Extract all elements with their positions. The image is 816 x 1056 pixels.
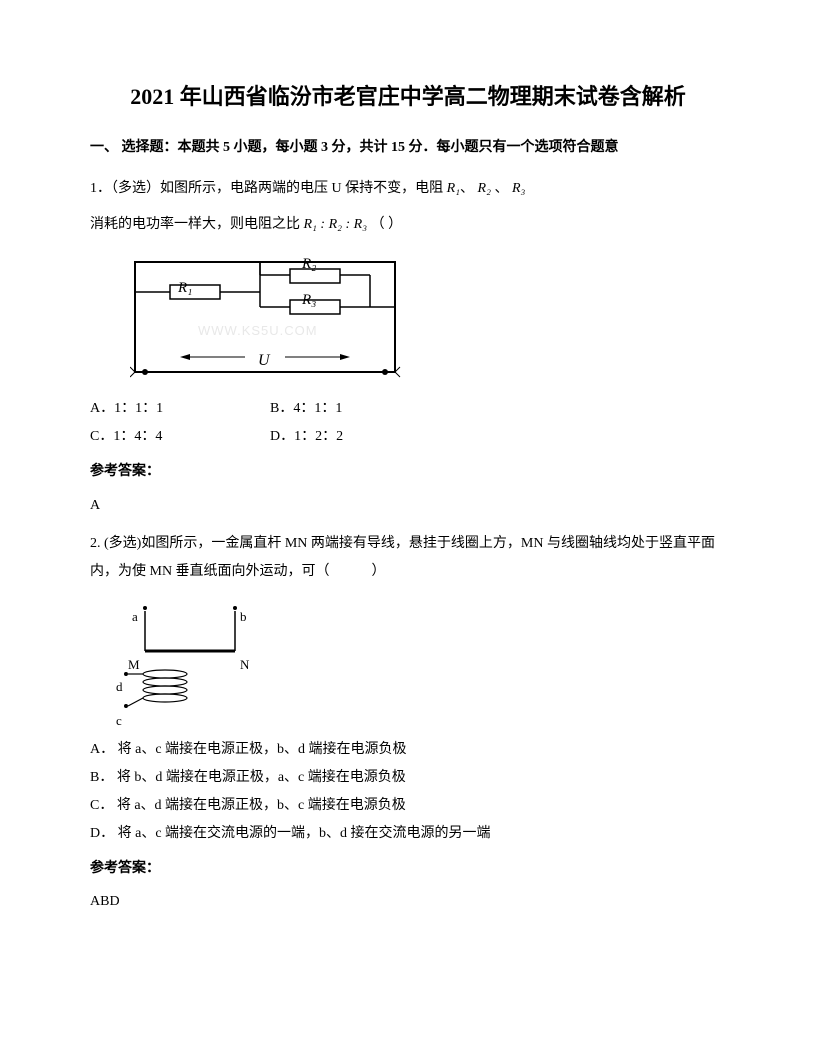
label-a: a (132, 605, 138, 628)
q1-sep1: 、 (460, 181, 474, 196)
q2-answer: ABD (90, 889, 726, 914)
q1-opt-c: C．1：4：4 (90, 423, 230, 451)
watermark: WWW.KS5U.COM (198, 319, 318, 342)
section-header: 一、 选择题：本题共 5 小题，每小题 3 分，共计 15 分．每小题只有一个选… (90, 137, 726, 159)
label-n: N (240, 653, 249, 676)
circuit-diagram: R₁ R₂ R₃ U WWW.KS5U.COM (130, 247, 410, 387)
q2-opt-c: C． 将 a、d 端接在电源正极，b、c 端接在电源负极 (90, 792, 726, 820)
q1-options: A．1：1：1 B．4：1：1 C．1：4：4 D．1：2：2 (90, 395, 726, 451)
q1-line2-suffix: （ ） (371, 217, 403, 232)
q1-opt-a: A．1：1：1 (90, 395, 230, 423)
label-c: c (116, 709, 122, 732)
label-m: M (128, 653, 140, 676)
q1-r2: R₂ (478, 181, 491, 196)
label-d: d (116, 675, 123, 698)
r2-label: R₂ (302, 251, 316, 278)
q2-opt-d: D． 将 a、c 端接在交流电源的一端，b、d 接在交流电源的另一端 (90, 820, 726, 848)
r1-label: R₁ (178, 275, 192, 302)
page-title: 2021 年山西省临汾市老官庄中学高二物理期末试卷含解析 (90, 80, 726, 113)
q1-line2-prefix: 消耗的电功率一样大，则电阻之比 (90, 217, 300, 232)
q1-answer: A (90, 493, 726, 518)
r3-label: R₃ (302, 287, 316, 314)
q2-opt-b: B． 将 b、d 端接在电源正极，a、c 端接在电源负极 (90, 764, 726, 792)
question-1-line2: 消耗的电功率一样大，则电阻之比 R₁ : R₂ : R₃ （ ） (90, 211, 726, 239)
q1-answer-label: 参考答案： (90, 459, 726, 484)
coil-diagram: a b M N d c (120, 596, 270, 726)
q1-opt-b: B．4：1：1 (270, 395, 410, 423)
q2-opt-a: A． 将 a、c 端接在电源正极，b、d 端接在电源负极 (90, 736, 726, 764)
q1-opt-d: D．1：2：2 (270, 423, 410, 451)
question-2: 2. (多选)如图所示，一金属直杆 MN 两端接有导线，悬挂于线圈上方，MN 与… (90, 530, 726, 586)
q2-answer-label: 参考答案： (90, 856, 726, 881)
u-label: U (258, 347, 270, 376)
q1-ratio: R₁ : R₂ : R₃ (304, 217, 368, 232)
question-1: 1．（多选）如图所示，电路两端的电压 U 保持不变，电阻 R₁、 R₂ 、 R₃ (90, 175, 726, 203)
q1-prefix: 1．（多选）如图所示，电路两端的电压 U 保持不变，电阻 (90, 181, 443, 196)
q2-options: A． 将 a、c 端接在电源正极，b、d 端接在电源负极 B． 将 b、d 端接… (90, 736, 726, 848)
q1-sep2: 、 (491, 181, 512, 196)
q1-r3: R₃ (512, 181, 525, 196)
q1-r1: R₁ (447, 181, 460, 196)
label-b: b (240, 605, 247, 628)
